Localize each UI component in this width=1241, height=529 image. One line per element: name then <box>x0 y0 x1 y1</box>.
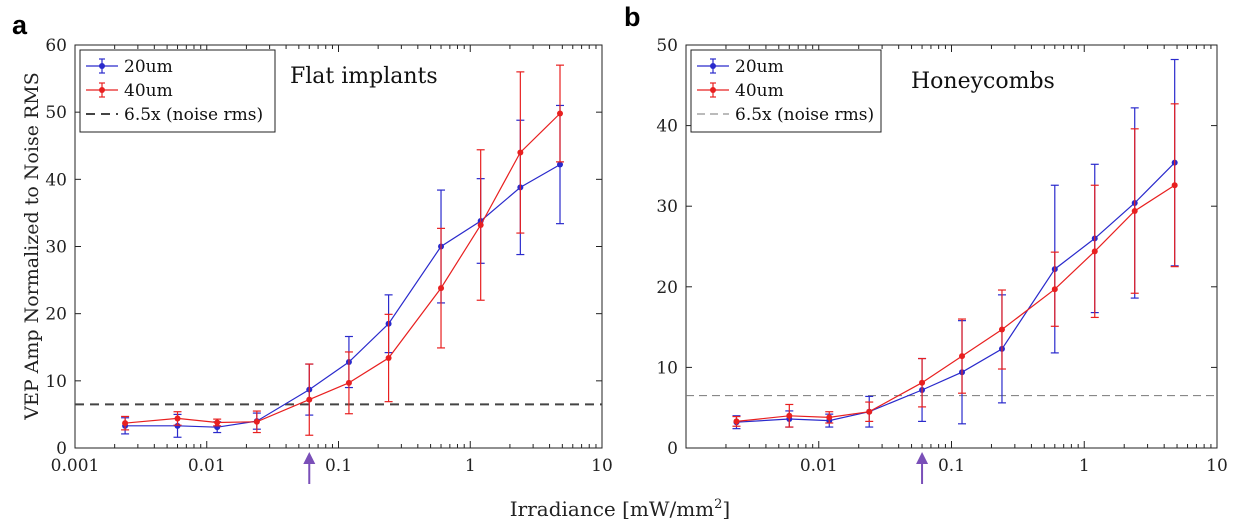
series-line-40um <box>125 113 561 424</box>
legend-entry: 40um <box>735 81 784 101</box>
x-tick-label: 0.1 <box>325 456 352 476</box>
legend-swatch-marker <box>99 87 105 93</box>
data-point <box>557 161 564 168</box>
x-tick-label: 1 <box>465 456 476 476</box>
legend-box <box>79 49 276 133</box>
chart-title: Honeycombs <box>911 69 1055 94</box>
x-axis-label-main: Irradiance [mW/mm <box>510 497 714 521</box>
y-tick-label: 30 <box>45 238 67 258</box>
y-axis-label: VEP Amp Normalized to Noise RMS <box>21 72 43 421</box>
y-tick-label: 10 <box>45 372 67 392</box>
legend-entry: 6.5x (noise rms) <box>735 105 874 125</box>
chart-panel-b: b 0.01 0.1 1 10 0 10 20 30 40 50 Honeycombs 20um 40um… <box>624 2 1228 484</box>
legend-box <box>690 49 882 133</box>
data-point <box>1131 208 1138 215</box>
y-tick-label: 20 <box>45 305 67 325</box>
y-tick-label: 60 <box>45 36 67 56</box>
x-tick-label: 10 <box>591 456 613 476</box>
x-tick-label: 0.01 <box>800 456 838 476</box>
y-tick-label: 50 <box>656 36 678 56</box>
data-point <box>826 414 833 421</box>
x-tick-label: 0.01 <box>188 456 226 476</box>
legend-entry: 20um <box>124 57 173 77</box>
data-point <box>306 396 313 403</box>
y-tick-label: 0 <box>667 439 678 459</box>
series-line-40um <box>736 184 1176 422</box>
chart-panel-a: a 0.001 0.01 0.1 1 10 0 10 20 30 40 50 60 Flat implan… <box>12 10 613 484</box>
y-tick-label: 20 <box>656 278 678 298</box>
legend-entry: 6.5x (noise rms) <box>124 105 263 125</box>
data-point <box>477 222 484 229</box>
x-axis-label-sup: 2 <box>714 497 722 512</box>
x-axis-label: Irradiance [mW/mm2] <box>510 497 730 521</box>
data-point <box>345 379 352 386</box>
data-point <box>517 149 524 156</box>
data-point <box>959 353 966 360</box>
x-tick-label: 0.1 <box>938 456 965 476</box>
legend-swatch-marker <box>710 63 716 69</box>
chart-title: Flat implants <box>290 64 438 89</box>
data-point <box>1051 286 1058 293</box>
x-tick-label: 0.001 <box>51 456 100 476</box>
y-tick-label: 40 <box>45 170 67 190</box>
data-point <box>1171 182 1178 189</box>
y-tick-label: 30 <box>656 197 678 217</box>
y-tick-label: 10 <box>656 358 678 378</box>
y-tick-label: 50 <box>45 103 67 123</box>
arrow-head <box>303 452 316 464</box>
data-point <box>174 422 181 429</box>
legend-swatch-marker <box>99 63 105 69</box>
legend-entry: 20um <box>735 57 784 77</box>
panel-letter: b <box>624 2 641 32</box>
data-point <box>919 379 926 386</box>
data-point <box>733 418 740 425</box>
x-tick-label: 10 <box>1206 456 1228 476</box>
panel-letter: a <box>12 10 28 40</box>
data-point <box>385 354 392 361</box>
data-point <box>438 285 445 292</box>
legend-swatch-marker <box>710 87 716 93</box>
data-point <box>122 420 129 427</box>
data-point <box>786 412 793 419</box>
series-line-20um <box>736 162 1176 423</box>
series-line-20um <box>125 164 561 428</box>
legend-entry: 40um <box>124 81 173 101</box>
x-tick-label: 1 <box>1079 456 1090 476</box>
data-point <box>253 418 260 425</box>
y-tick-label: 40 <box>656 117 678 137</box>
data-point <box>557 110 564 117</box>
data-point <box>866 408 873 415</box>
data-point <box>174 415 181 422</box>
data-point <box>214 419 221 426</box>
data-point <box>1091 248 1098 255</box>
y-tick-label: 0 <box>56 439 67 459</box>
data-point <box>998 326 1005 333</box>
arrow-head <box>916 452 929 464</box>
x-axis-label-end: ] <box>722 497 730 521</box>
